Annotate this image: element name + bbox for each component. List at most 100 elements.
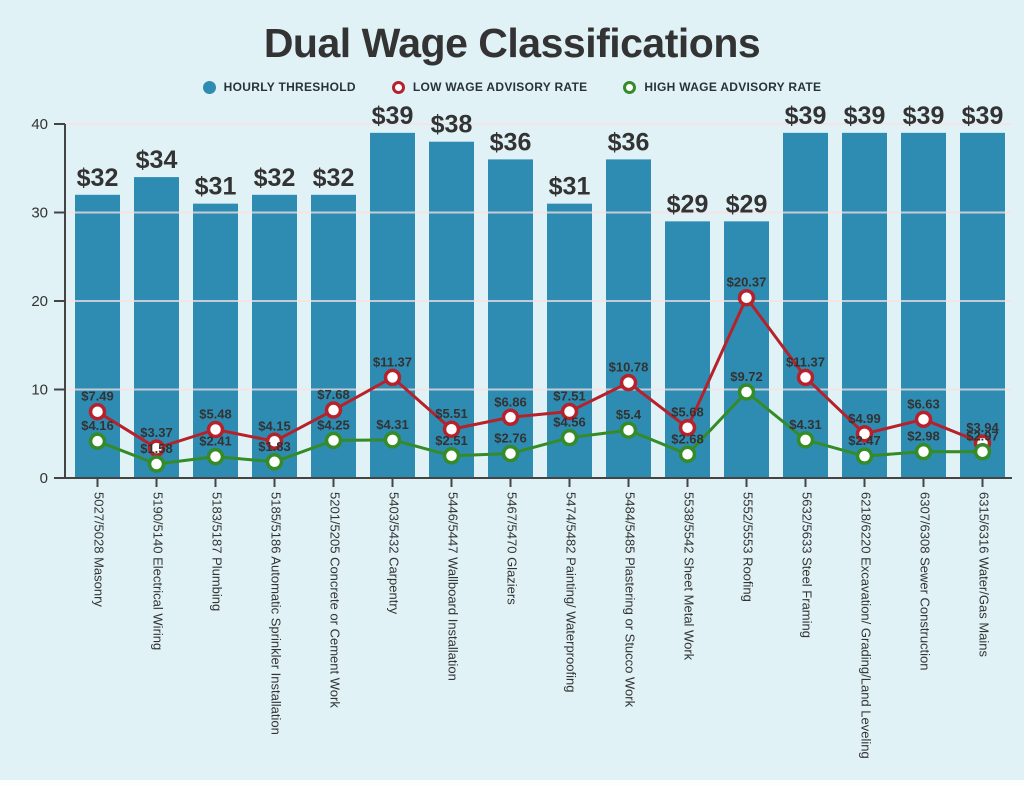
low-wage-value-label: $6.63 <box>907 396 940 411</box>
threshold-bar <box>783 132 828 478</box>
bar-value-label: $32 <box>77 164 119 192</box>
chart-legend: HOURLY THRESHOLD LOW WAGE ADVISORY RATE … <box>0 80 1024 94</box>
bar-value-label: $39 <box>372 102 414 130</box>
high-wage-marker <box>147 455 166 473</box>
threshold-bar <box>134 177 179 478</box>
bar-value-label: $29 <box>667 190 709 218</box>
bar-value-label: $38 <box>431 111 473 139</box>
category-label: 6307/6308 Sewer Construction <box>918 492 933 671</box>
low-wage-value-label: $7.68 <box>317 387 350 402</box>
high-wage-marker <box>383 431 402 449</box>
high-wage-marker <box>737 383 756 401</box>
threshold-bar <box>252 194 297 479</box>
y-axis-tick-label: 10 <box>31 382 48 399</box>
low-wage-marker <box>383 368 402 387</box>
filled-circle-icon <box>202 80 216 94</box>
category-label: 5403/5432 Carpentry <box>387 492 402 615</box>
category-label: 5183/5187 Plumbing <box>210 492 225 611</box>
low-wage-marker <box>796 368 815 387</box>
high-wage-value-label: $4.31 <box>789 417 822 432</box>
low-wage-value-label: $3.94 <box>966 420 999 435</box>
low-wage-value-label: $7.49 <box>81 389 114 404</box>
high-wage-marker <box>324 431 343 450</box>
category-label: 5467/5470 Glaziers <box>505 492 520 605</box>
low-wage-line <box>96 296 984 450</box>
high-wage-value-label: $1.58 <box>140 441 173 456</box>
category-label: 5190/5140 Electrical Wiring <box>151 492 166 650</box>
bar-value-label: $39 <box>844 102 886 130</box>
low-wage-value-label: $5.51 <box>435 406 468 421</box>
high-wage-marker <box>88 432 107 450</box>
bar-value-label: $39 <box>962 102 1004 130</box>
high-wage-marker <box>560 428 579 447</box>
high-wage-marker <box>442 447 461 465</box>
high-wage-value-label: $2.98 <box>907 429 940 444</box>
y-axis-tick-label: 40 <box>31 116 48 133</box>
high-wage-value-label: $1.83 <box>258 439 291 454</box>
high-wage-marker <box>206 447 225 466</box>
category-label: 5446/5447 Wallboard Installation <box>446 492 461 681</box>
threshold-bar <box>75 194 120 479</box>
high-wage-marker <box>265 453 284 471</box>
category-label: 6218/6220 Excavation/ Grading/Land Level… <box>859 492 874 759</box>
category-label: 5474/5482 Painting/ Waterproofing <box>564 492 579 692</box>
high-wage-value-label: $4.25 <box>317 417 350 432</box>
low-wage-marker <box>560 402 579 421</box>
bar-value-label: $39 <box>785 102 827 130</box>
high-wage-value-label: $4.56 <box>553 415 586 430</box>
legend-item-high-wage-advisory-rate[interactable]: HIGH WAGE ADVISORY RATE <box>623 80 821 94</box>
bar-value-label: $32 <box>254 164 296 192</box>
high-wage-value-label: $4.31 <box>376 417 409 432</box>
low-wage-value-label: $4.15 <box>258 418 291 433</box>
high-wage-value-label: $2.47 <box>848 433 881 448</box>
low-wage-marker <box>855 425 874 443</box>
low-wage-marker <box>442 420 461 438</box>
low-wage-marker <box>678 418 697 437</box>
category-label: 6315/6316 Water/Gas Mains <box>977 492 992 657</box>
high-wage-value-label: $2.41 <box>199 434 232 449</box>
low-wage-value-label: $5.48 <box>199 407 232 422</box>
category-label: 5027/5028 Masonry <box>92 492 107 607</box>
bar-value-label: $36 <box>608 128 650 156</box>
high-wage-marker <box>678 445 697 464</box>
threshold-bar <box>370 132 415 478</box>
low-wage-marker <box>147 439 166 457</box>
y-axis-tick-label: 30 <box>31 205 48 222</box>
low-wage-value-label: $4.99 <box>848 411 881 426</box>
low-wage-marker <box>737 288 756 307</box>
bar-value-label: $36 <box>490 128 532 156</box>
high-wage-value-label: $2.51 <box>435 433 468 448</box>
chart-title: Dual Wage Classifications <box>263 20 761 66</box>
category-label: 5201/5205 Concrete or Cement Work <box>328 492 343 708</box>
legend-item-hourly-threshold[interactable]: HOURLY THRESHOLD <box>202 80 356 94</box>
y-axis-tick-label: 0 <box>40 470 48 487</box>
low-wage-marker <box>914 410 933 429</box>
low-wage-marker <box>619 373 638 392</box>
category-label: 5185/5186 Automatic Sprinkler Installati… <box>269 492 284 735</box>
low-wage-value-label: $6.86 <box>494 394 527 409</box>
high-wage-marker <box>914 442 933 461</box>
low-wage-marker <box>324 401 343 419</box>
bar-value-label: $31 <box>195 173 237 201</box>
high-wage-value-label: $2.76 <box>494 431 527 446</box>
low-wage-marker <box>206 420 225 439</box>
low-wage-marker <box>501 408 520 427</box>
category-label: 5632/5633 Steel Framing <box>800 492 815 638</box>
bar-value-label: $31 <box>549 173 591 201</box>
high-wage-value-label: $5.4 <box>616 407 642 422</box>
high-wage-marker <box>619 421 638 439</box>
y-axis-tick-label: 20 <box>31 293 48 310</box>
low-wage-value-label: $3.37 <box>140 425 173 440</box>
category-label: 5484/5485 Plastering or Stucco Work <box>623 492 638 708</box>
high-wage-marker <box>501 444 520 463</box>
high-wage-value-label: $2.97 <box>966 429 999 444</box>
category-label: 5538/5542 Sheet Metal Work <box>682 492 697 661</box>
low-wage-value-label: $5.68 <box>671 405 704 420</box>
high-wage-value-label: $4.16 <box>81 418 114 433</box>
legend-label: LOW WAGE ADVISORY RATE <box>412 80 588 94</box>
category-label: 5552/5553 Roofing <box>741 492 756 602</box>
bar-value-label: $39 <box>903 102 945 130</box>
legend-item-low-wage-advisory-rate[interactable]: LOW WAGE ADVISORY RATE <box>391 80 588 94</box>
